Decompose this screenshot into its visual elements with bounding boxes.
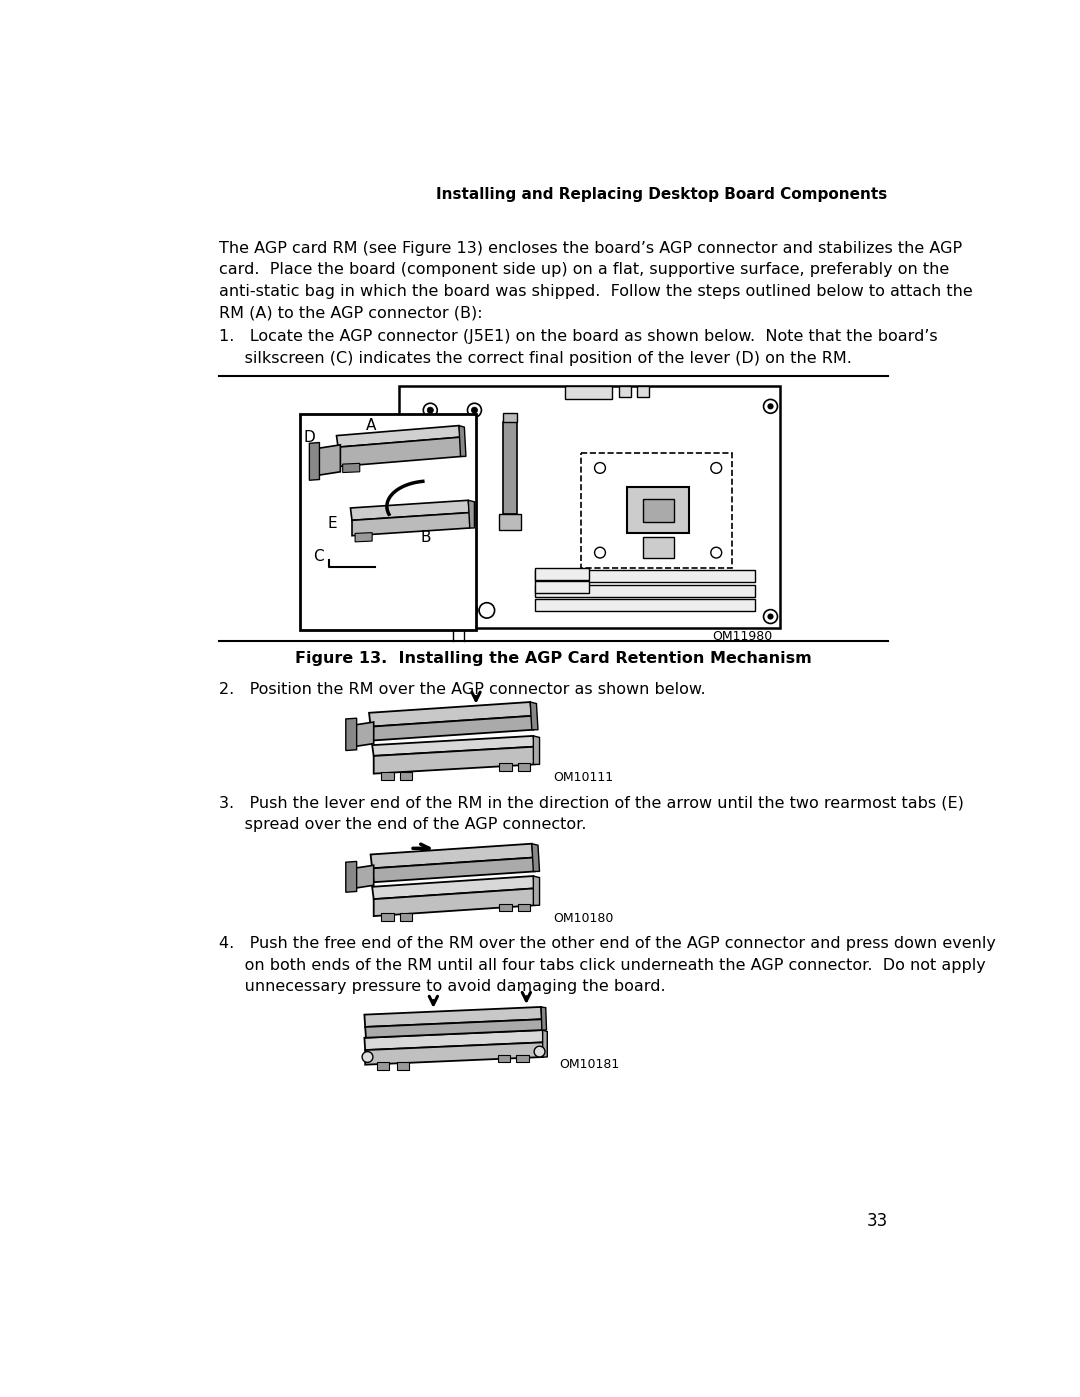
- Polygon shape: [619, 386, 631, 397]
- Polygon shape: [370, 715, 534, 740]
- Polygon shape: [355, 532, 373, 542]
- Polygon shape: [503, 412, 517, 422]
- Polygon shape: [535, 599, 755, 610]
- Polygon shape: [531, 844, 540, 872]
- Polygon shape: [499, 514, 521, 529]
- Text: The AGP card RM (see Figure 13) encloses the board’s AGP connector and stabilize: The AGP card RM (see Figure 13) encloses…: [218, 240, 972, 320]
- Polygon shape: [397, 1062, 409, 1070]
- Polygon shape: [315, 444, 340, 475]
- Polygon shape: [346, 862, 356, 893]
- Polygon shape: [627, 488, 689, 534]
- Polygon shape: [377, 1062, 389, 1070]
- Polygon shape: [346, 718, 356, 750]
- Text: OM11980: OM11980: [712, 630, 772, 643]
- Polygon shape: [517, 763, 530, 771]
- Polygon shape: [459, 426, 465, 457]
- Circle shape: [768, 613, 773, 620]
- Polygon shape: [350, 500, 470, 520]
- Polygon shape: [503, 422, 517, 514]
- Text: 3.   Push the lever end of the RM in the direction of the arrow until the two re: 3. Push the lever end of the RM in the d…: [218, 795, 963, 831]
- Polygon shape: [643, 499, 674, 522]
- Polygon shape: [338, 437, 462, 467]
- Polygon shape: [381, 773, 394, 780]
- Polygon shape: [541, 1007, 546, 1030]
- Text: D: D: [303, 430, 315, 444]
- Polygon shape: [535, 569, 590, 580]
- Text: 4.   Push the free end of the RM over the other end of the AGP connector and pre: 4. Push the free end of the RM over the …: [218, 936, 996, 995]
- Polygon shape: [637, 386, 649, 397]
- Circle shape: [428, 407, 433, 414]
- Polygon shape: [373, 736, 535, 756]
- Polygon shape: [365, 1020, 542, 1038]
- Polygon shape: [370, 844, 534, 869]
- Polygon shape: [400, 914, 413, 921]
- Polygon shape: [565, 386, 611, 400]
- Text: E: E: [328, 515, 337, 531]
- Polygon shape: [364, 1030, 543, 1051]
- Circle shape: [471, 407, 477, 414]
- Polygon shape: [352, 513, 470, 535]
- Polygon shape: [516, 1055, 529, 1062]
- Text: 1.   Locate the AGP connector (J5E1) on the board as shown below.  Note that the: 1. Locate the AGP connector (J5E1) on th…: [218, 330, 937, 366]
- Polygon shape: [498, 1055, 510, 1062]
- Circle shape: [768, 404, 773, 409]
- Polygon shape: [353, 722, 374, 746]
- Text: A: A: [366, 418, 377, 433]
- Polygon shape: [300, 414, 476, 630]
- Text: Figure 13.  Installing the AGP Card Retention Mechanism: Figure 13. Installing the AGP Card Reten…: [295, 651, 812, 665]
- Polygon shape: [400, 773, 413, 780]
- Polygon shape: [373, 876, 535, 900]
- Polygon shape: [517, 904, 530, 911]
- Text: Installing and Replacing Desktop Board Components: Installing and Replacing Desktop Board C…: [435, 187, 887, 203]
- Polygon shape: [364, 1007, 542, 1027]
- Polygon shape: [381, 914, 394, 921]
- Polygon shape: [499, 904, 512, 911]
- Text: 33: 33: [867, 1213, 889, 1229]
- Polygon shape: [542, 1030, 548, 1058]
- Polygon shape: [534, 876, 540, 905]
- Text: B: B: [420, 529, 431, 545]
- Polygon shape: [374, 746, 535, 774]
- Polygon shape: [643, 538, 674, 557]
- Polygon shape: [535, 581, 590, 594]
- Polygon shape: [535, 585, 755, 598]
- Polygon shape: [337, 426, 460, 447]
- Polygon shape: [369, 703, 531, 726]
- Text: OM10111: OM10111: [554, 771, 613, 784]
- Polygon shape: [534, 736, 540, 764]
- Polygon shape: [499, 763, 512, 771]
- Text: OM10181: OM10181: [559, 1058, 620, 1071]
- Circle shape: [535, 1046, 545, 1058]
- Polygon shape: [353, 865, 374, 888]
- Text: OM10180: OM10180: [554, 912, 613, 925]
- Polygon shape: [309, 443, 320, 481]
- Polygon shape: [469, 500, 474, 528]
- Polygon shape: [535, 570, 755, 583]
- Polygon shape: [342, 464, 360, 472]
- Polygon shape: [374, 888, 535, 916]
- Polygon shape: [530, 703, 538, 729]
- Polygon shape: [373, 858, 535, 882]
- Polygon shape: [365, 1042, 543, 1065]
- Text: 2.   Position the RM over the AGP connector as shown below.: 2. Position the RM over the AGP connecto…: [218, 682, 705, 697]
- Text: C: C: [313, 549, 324, 564]
- Polygon shape: [399, 386, 780, 629]
- Circle shape: [362, 1052, 373, 1062]
